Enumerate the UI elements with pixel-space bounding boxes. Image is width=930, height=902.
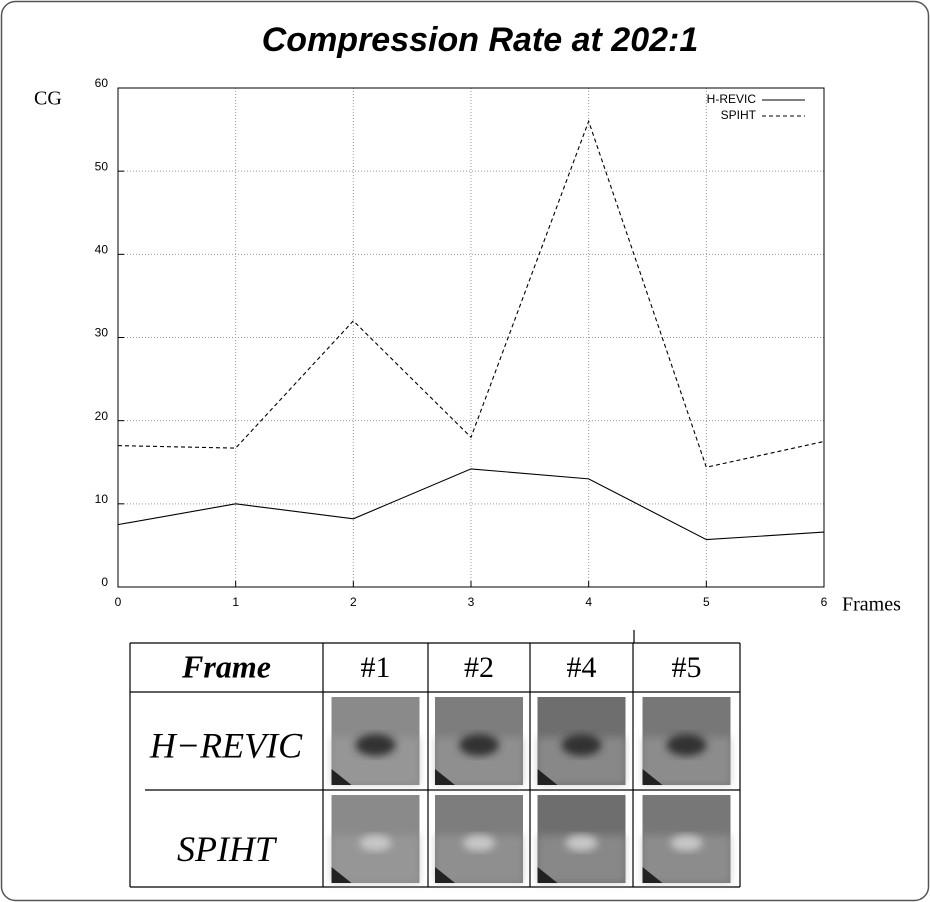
thumbnail: [537, 697, 626, 785]
thumbnail-corner: [537, 867, 558, 883]
x-tick-label: 4: [585, 595, 592, 609]
thumbnail-corner: [642, 769, 663, 785]
table-header: #4: [567, 651, 597, 684]
plot-frame: [117, 87, 825, 588]
table-header: Frame: [181, 648, 271, 684]
y-tick-label: 40: [95, 243, 109, 257]
thumbnail-corner: [642, 867, 663, 883]
thumbnail-corner: [537, 769, 558, 785]
x-tick-label: 6: [821, 595, 828, 609]
thumbnail-object: [561, 734, 602, 756]
thumbnail-object: [355, 734, 396, 756]
thumbnail: [642, 697, 731, 785]
series-line: [117, 119, 825, 468]
y-tick-label: 20: [95, 409, 109, 423]
legend-label: SPIHT: [721, 108, 757, 122]
thumbnail-object: [565, 835, 598, 851]
table-header: #1: [361, 651, 391, 684]
x-tick-label: 0: [115, 595, 122, 609]
row-label: H−REVIC: [149, 725, 303, 765]
thumbnail-object: [463, 835, 495, 851]
chart-title: Compression Rate at 202:1: [262, 21, 699, 59]
thumbnail-object: [359, 835, 392, 851]
legend-label: H-REVIC: [707, 92, 757, 106]
x-tick-label: 2: [350, 595, 357, 609]
y-tick-label: 30: [95, 326, 109, 340]
thumbnail-corner: [331, 769, 352, 785]
thumbnail-object: [459, 734, 499, 756]
thumbnail-corner: [435, 867, 455, 883]
thumbnail: [435, 795, 523, 883]
x-label: Frames: [842, 594, 901, 616]
thumbnail-corner: [435, 769, 455, 785]
thumbnail-object: [670, 835, 703, 851]
x-tick-label: 1: [232, 595, 239, 609]
thumbnail: [331, 795, 420, 883]
thumbnail: [435, 697, 523, 785]
table-header: #2: [464, 651, 494, 684]
y-tick-label: 60: [95, 76, 109, 90]
y-tick-label: 10: [95, 492, 109, 506]
row-label: SPIHT: [177, 829, 278, 869]
x-tick-label: 3: [468, 595, 475, 609]
thumbnail-corner: [331, 867, 352, 883]
series-line: [117, 468, 825, 541]
y-tick-label: 50: [95, 159, 109, 173]
thumbnail: [537, 795, 626, 883]
y-tick-label: 0: [101, 575, 108, 589]
y-label: CG: [34, 88, 62, 110]
thumbnail: [331, 697, 420, 785]
thumbnail: [642, 795, 731, 883]
x-tick-label: 5: [703, 595, 710, 609]
table-header: #5: [672, 651, 702, 684]
thumbnail-object: [666, 734, 707, 756]
